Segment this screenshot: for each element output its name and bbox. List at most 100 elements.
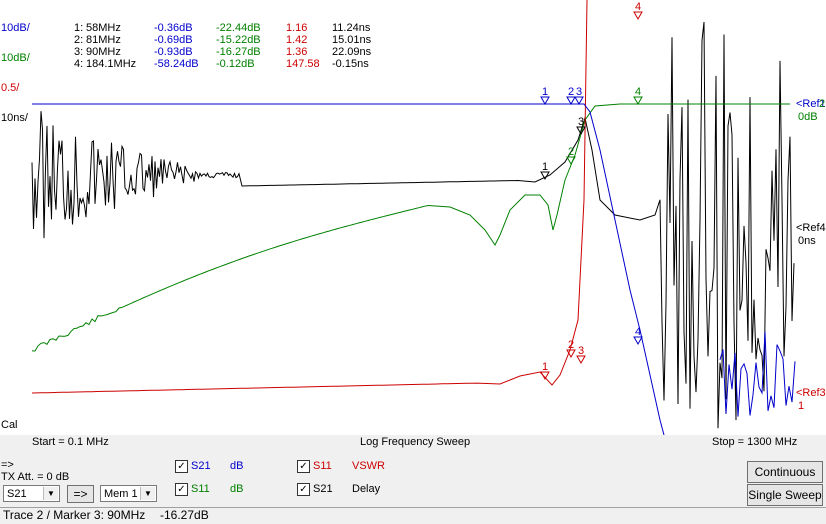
marker-flag-icon: 4 <box>633 86 643 106</box>
marker-flag-icon: 2 <box>566 339 576 359</box>
marker-vswr: 1.36 <box>286 46 308 58</box>
marker-flag-label: 3 <box>576 86 582 98</box>
s21-db-trace-tail <box>719 331 796 417</box>
marker-flag-icon: 3 <box>576 345 586 365</box>
sweep-start: Start = 0.1 MHz <box>32 436 109 448</box>
marker-triangle-icon <box>574 96 584 106</box>
delay-scale-label: 10ns/ <box>1 112 28 124</box>
ref1-label: <Ref1 <box>796 98 826 110</box>
marker-triangle-icon <box>633 96 643 106</box>
ref2-label: 2 <box>819 98 826 110</box>
trace-checkbox[interactable]: ✓ <box>297 460 310 473</box>
marker-flag-icon: 2 <box>566 146 576 166</box>
trace-select-value: S21 <box>7 488 27 500</box>
trace-name: S21 <box>313 483 333 495</box>
ref1-value: 0dB <box>798 111 818 123</box>
marker-delay: -0.15ns <box>332 58 369 70</box>
marker-s11: -15.22dB <box>216 34 261 46</box>
s21-scale-label: 10dB/ <box>1 22 30 34</box>
marker-s21: -0.36dB <box>154 22 193 34</box>
vswr-trace <box>31 0 588 394</box>
trace-unit: Delay <box>352 483 381 495</box>
marker-triangle-icon <box>540 96 550 106</box>
s11-scale-label: 10dB/ <box>1 52 30 64</box>
memory-select[interactable]: Mem 1 ▼ <box>100 485 157 502</box>
marker-id: 4: <box>74 58 84 70</box>
ref3-label: <Ref3 <box>796 387 826 399</box>
trace-checkbox[interactable]: ✓ <box>175 483 188 496</box>
marker-flag-icon: 1 <box>540 361 550 381</box>
marker-delay: 15.01ns <box>332 34 372 46</box>
marker-flag-label: 4 <box>635 86 641 98</box>
marker-flag-label: 3 <box>578 345 584 357</box>
trace-unit: dB <box>230 483 244 495</box>
marker-id: 2: <box>74 34 84 46</box>
sweep-mode: Log Frequency Sweep <box>360 436 471 448</box>
marker-flag-label: 4 <box>635 326 641 338</box>
trace-checkbox[interactable]: ✓ <box>297 483 310 496</box>
control-panel: Start = 0.1 MHz Log Frequency Sweep Stop… <box>0 435 826 523</box>
memory-select-value: Mem 1 <box>104 488 138 500</box>
marker-s21: -0.69dB <box>154 34 193 46</box>
marker-flag-label: 4 <box>635 1 641 13</box>
status-bar: Trace 2 / Marker 3: 90MHz -16.27dB <box>0 507 826 524</box>
marker-flag-label: 3 <box>578 116 584 128</box>
marker-triangle-icon <box>566 349 576 359</box>
marker-id: 3: <box>74 46 84 58</box>
marker-flag-label: 2 <box>568 339 574 351</box>
marker-flag-label: 1 <box>542 86 548 98</box>
marker-s11: -22.44dB <box>216 22 261 34</box>
marker-s11: -0.12dB <box>216 58 255 70</box>
trace-name: S11 <box>191 483 210 495</box>
marker-vswr: 1.42 <box>286 34 308 46</box>
s21-db-trace <box>32 103 665 435</box>
marker-flag-label: 2 <box>568 86 574 98</box>
marker-flag-icon: 3 <box>576 116 586 136</box>
sweep-stop: Stop = 1300 MHz <box>712 436 798 448</box>
marker-triangle-icon <box>576 355 586 365</box>
single-sweep-button[interactable]: Single Sweep <box>747 484 823 506</box>
cal-label: Cal <box>1 419 18 431</box>
marker-s11: -16.27dB <box>216 46 261 58</box>
marker-freq: 90MHz <box>86 46 121 58</box>
status-text: Trace 2 / Marker 3: 90MHz <box>3 508 146 522</box>
delay-trace <box>31 21 795 429</box>
chevron-down-icon: ▼ <box>43 487 58 500</box>
marker-delay: 22.09ns <box>332 46 372 58</box>
marker-flag-icon: 4 <box>633 326 643 346</box>
marker-flag-icon: 4 <box>633 1 643 21</box>
ref4-value: 0ns <box>798 235 816 247</box>
marker-id: 1: <box>74 22 84 34</box>
marker-triangle-icon <box>566 156 576 166</box>
marker-flag-label: 1 <box>542 361 548 373</box>
ref4-label: <Ref4 <box>796 222 826 234</box>
marker-flag-icon: 1 <box>540 161 550 181</box>
marker-triangle-icon <box>566 96 576 106</box>
marker-triangle-icon <box>540 371 550 381</box>
status-value: -16.27dB <box>160 508 209 522</box>
marker-s21: -58.24dB <box>154 58 199 70</box>
marker-triangle-icon <box>633 336 643 346</box>
chevron-down-icon: ▼ <box>140 487 155 500</box>
continuous-button[interactable]: Continuous <box>747 461 823 483</box>
marker-delay: 11.24ns <box>332 22 371 34</box>
s11-db-trace <box>31 103 790 352</box>
copy-to-memory-button[interactable]: => <box>67 485 94 503</box>
trace-name: S21 <box>191 460 211 472</box>
arrow-label: => <box>1 459 14 471</box>
marker-flag-icon: 1 <box>540 86 550 106</box>
marker-freq: 184.1MHz <box>86 58 137 70</box>
trace-unit: dB <box>230 460 244 472</box>
marker-freq: 81MHz <box>86 34 121 46</box>
marker-flag-label: 1 <box>542 161 548 173</box>
marker-flag-icon: 2 <box>566 86 576 106</box>
trace-checkbox[interactable]: ✓ <box>175 460 188 473</box>
ref3-value: 1 <box>798 400 805 412</box>
marker-flag-label: 2 <box>568 146 574 158</box>
marker-triangle-icon <box>576 126 586 136</box>
trace-select[interactable]: S21 ▼ <box>3 485 60 502</box>
marker-vswr: 1.16 <box>286 22 308 34</box>
